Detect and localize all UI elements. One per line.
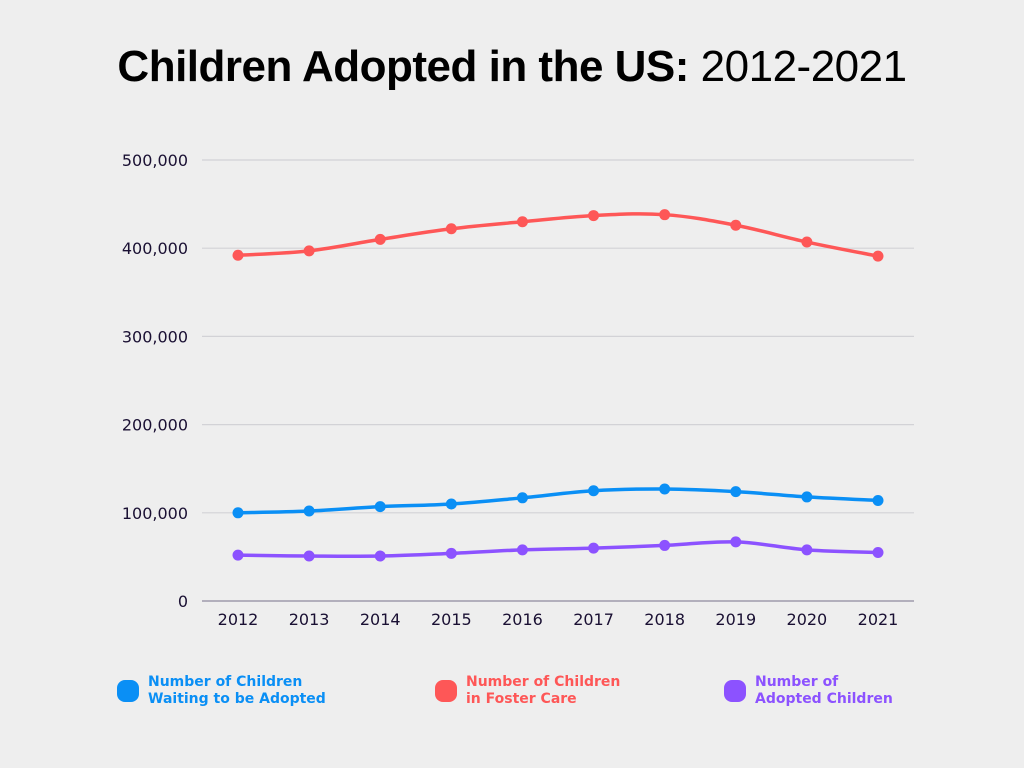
data-point-foster-care <box>730 219 742 231</box>
y-tick-label: 200,000 <box>122 416 188 435</box>
x-tick-label: 2013 <box>289 610 330 629</box>
data-point-foster-care <box>232 249 244 261</box>
x-tick-label: 2021 <box>858 610 899 629</box>
x-tick-label: 2014 <box>360 610 401 629</box>
data-point-waiting <box>730 486 742 498</box>
y-tick-label: 300,000 <box>122 327 188 346</box>
data-point-adopted <box>303 550 315 562</box>
data-point-adopted <box>730 536 742 548</box>
data-point-adopted <box>516 544 528 556</box>
chart-title: Children Adopted in the US: 2012-2021 <box>0 42 1024 92</box>
data-point-foster-care <box>588 210 600 222</box>
y-tick-label: 0 <box>178 592 188 611</box>
data-point-foster-care <box>516 216 528 228</box>
data-point-waiting <box>588 485 600 497</box>
series-line-foster-care <box>236 212 880 258</box>
series-line-waiting <box>236 487 880 515</box>
data-point-foster-care <box>801 236 813 248</box>
data-point-foster-care <box>445 223 457 235</box>
legend-item-adopted: Number of Adopted Children <box>724 674 893 708</box>
data-point-adopted <box>801 544 813 556</box>
data-point-waiting <box>659 483 671 495</box>
legend-label-adopted: Number of Adopted Children <box>755 674 893 707</box>
data-point-waiting <box>445 498 457 510</box>
x-tick-label: 2018 <box>644 610 685 629</box>
data-point-waiting <box>374 501 386 513</box>
data-point-waiting <box>516 492 528 504</box>
series-line-adopted <box>236 540 880 559</box>
y-tick-label: 100,000 <box>122 504 188 523</box>
data-point-foster-care <box>659 209 671 221</box>
data-point-adopted <box>659 539 671 551</box>
data-point-adopted <box>445 547 457 559</box>
legend-label-waiting: Number of Children Waiting to be Adopted <box>148 674 326 707</box>
x-tick-label: 2019 <box>715 610 756 629</box>
x-tick-label: 2020 <box>787 610 828 629</box>
y-tick-label: 400,000 <box>122 239 188 258</box>
x-tick-label: 2012 <box>218 610 259 629</box>
data-point-waiting <box>303 505 315 517</box>
data-point-adopted <box>588 542 600 554</box>
legend-swatch-adopted <box>724 680 746 702</box>
data-point-foster-care <box>872 250 884 262</box>
data-point-adopted <box>374 550 386 562</box>
y-axis-ticks: 0 100,000 200,000 300,000 400,000 500,000 <box>122 151 188 611</box>
y-tick-label: 500,000 <box>122 151 188 170</box>
x-axis-ticks: 2012 2013 2014 2015 2016 2017 2018 2019 2020 2021 <box>218 610 899 629</box>
x-tick-label: 2015 <box>431 610 472 629</box>
legend-swatch-foster-care <box>435 680 457 702</box>
data-point-adopted <box>872 546 884 558</box>
x-tick-label: 2017 <box>573 610 614 629</box>
data-point-waiting <box>232 507 244 519</box>
series-lines <box>232 209 884 562</box>
data-point-foster-care <box>374 233 386 245</box>
legend-item-waiting: Number of Children Waiting to be Adopted <box>117 674 326 708</box>
data-point-foster-care <box>303 245 315 257</box>
legend-item-foster-care: Number of Children in Foster Care <box>435 674 620 708</box>
data-point-waiting <box>801 491 813 503</box>
x-tick-label: 2016 <box>502 610 543 629</box>
gridlines <box>202 159 914 602</box>
chart-title-bold: Children Adopted in the US: <box>117 42 689 91</box>
data-point-waiting <box>872 494 884 506</box>
chart-title-years: 2012-2021 <box>700 42 907 91</box>
legend-label-foster-care: Number of Children in Foster Care <box>466 674 621 707</box>
legend-swatch-waiting <box>117 680 139 702</box>
data-point-adopted <box>232 549 244 561</box>
